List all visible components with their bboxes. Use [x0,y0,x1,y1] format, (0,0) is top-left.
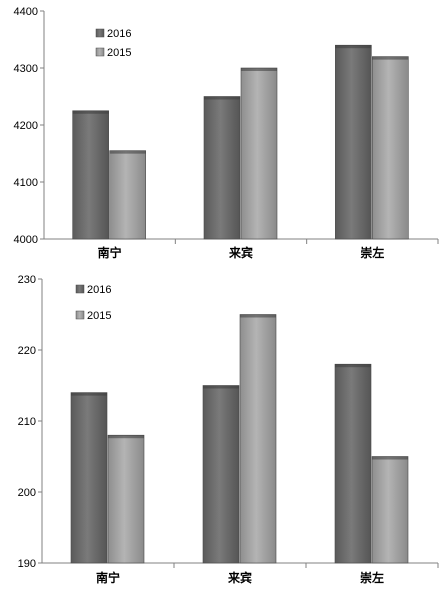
bar-top-edge [108,435,144,439]
legend-swatch-2016 [75,284,85,294]
y-tick-label: 4100 [14,177,38,189]
legend-swatch-2015 [95,47,105,57]
bar-top-edge [241,68,277,71]
legend-swatch-2016 [95,28,105,38]
bar-top-edge [240,314,276,318]
top-bar-chart: 4000 4100 4200 4300 4400 南宁 来宾 崇左 2016 2015 [14,6,439,260]
legend-label-2015: 2015 [107,47,131,59]
bar-2016-南宁 [70,392,108,564]
bar-2016-崇左 [334,363,372,564]
y-tick-label: 4300 [14,63,38,75]
x-category-label: 来宾 [227,570,252,585]
y-tick-label: 220 [18,345,36,357]
bar-top-edge [372,56,409,60]
y-tick-label: 4200 [14,120,38,132]
bar-2015-崇左 [372,56,409,240]
y-tick-label: 230 [18,274,36,286]
bar-2015-南宁 [107,434,145,564]
bar-2016-来宾 [202,385,240,564]
legend-swatch-2015 [75,310,85,320]
x-category-label: 崇左 [360,245,384,260]
y-tick-label: 200 [18,487,36,499]
x-category-label: 崇左 [360,570,384,585]
bar-top-edge [335,45,372,49]
y-tick-label: 4000 [14,234,38,246]
y-tick-label: 4400 [14,6,38,18]
bar-2015-来宾 [240,67,278,240]
legend-label-2016: 2016 [107,28,131,40]
bar-top-edge [372,456,408,460]
legend-label-2016: 2016 [87,284,111,296]
x-category-label: 来宾 [228,245,253,260]
bar-top-edge [71,392,107,396]
bar-top-edge [203,385,239,389]
bar-top-edge [204,96,240,100]
bar-2015-来宾 [239,314,277,564]
bar-2015-南宁 [109,150,146,240]
bottom-bar-chart: 190 200 210 220 230 南宁 来宾 崇左 2016 2015 [18,274,439,585]
bar-2016-来宾 [203,96,241,240]
y-tick-label: 190 [18,558,36,570]
bar-top-edge [72,110,109,114]
bar-2016-崇左 [335,44,372,240]
y-tick-label: 210 [18,416,36,428]
bar-2015-崇左 [371,456,409,564]
legend-label-2015: 2015 [87,310,111,322]
bar-top-edge [335,364,371,368]
x-category-label: 南宁 [96,570,120,585]
x-category-label: 南宁 [98,245,122,260]
bar-top-edge [109,150,146,154]
bar-2016-南宁 [72,110,109,240]
